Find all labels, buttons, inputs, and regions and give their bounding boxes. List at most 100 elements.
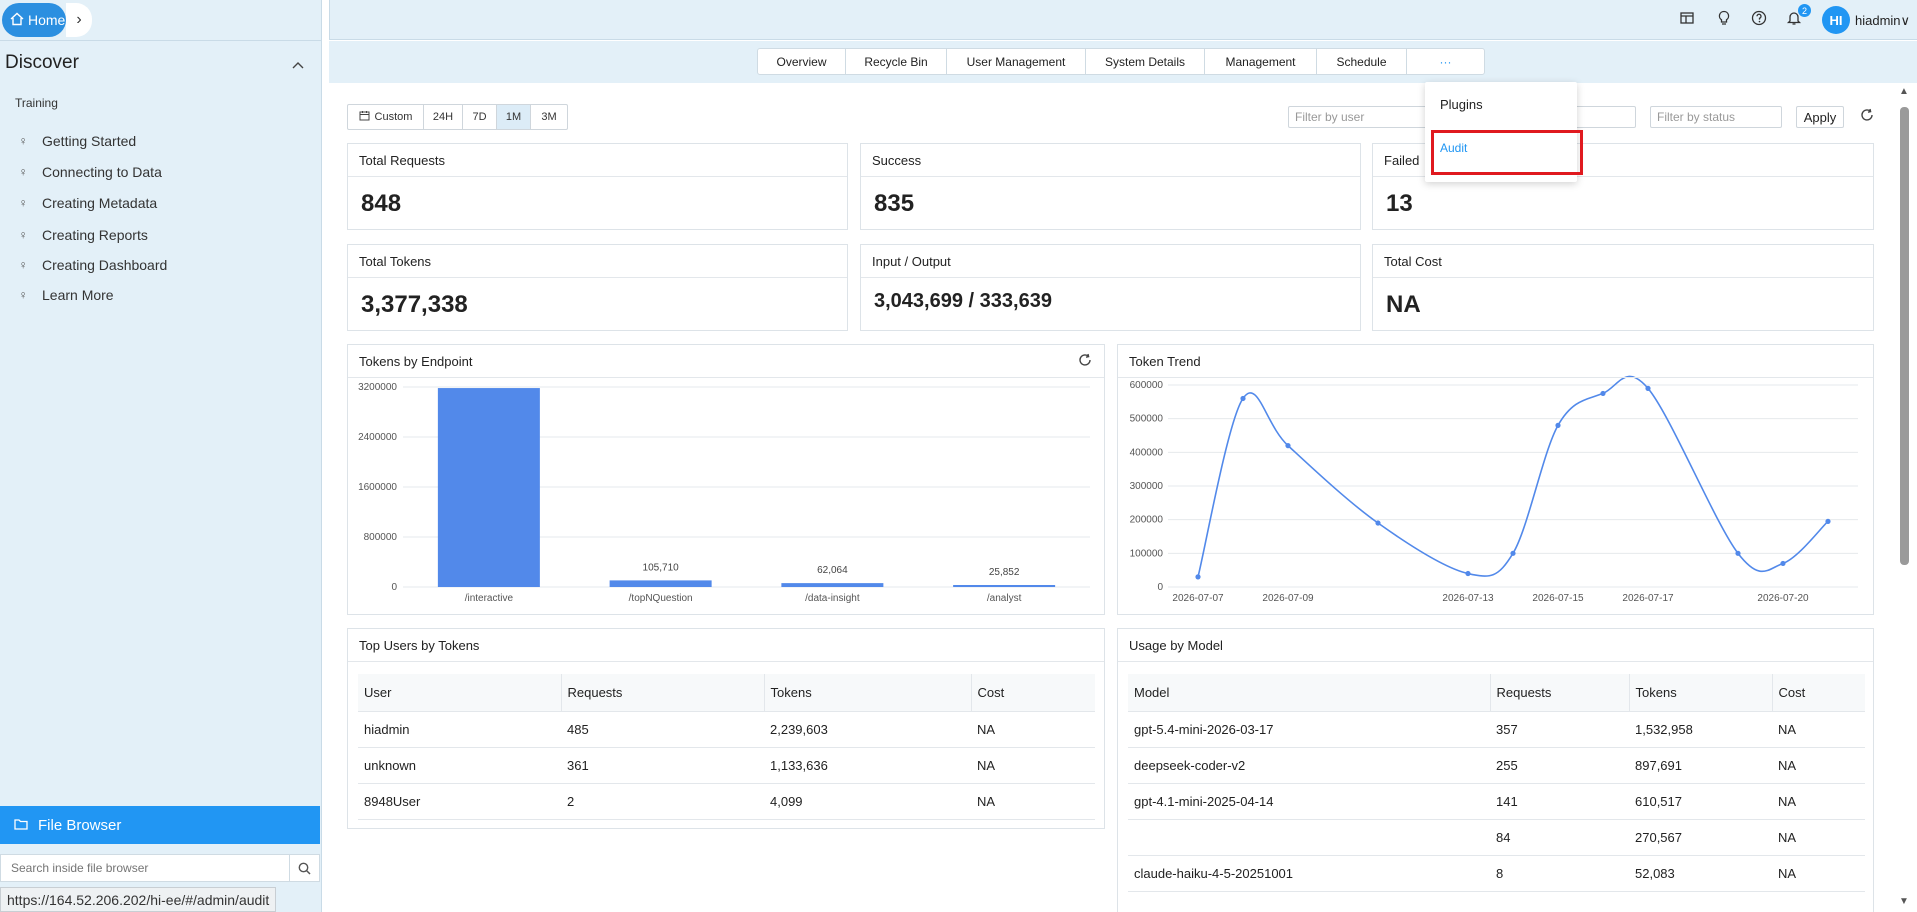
file-search-input[interactable] bbox=[1, 855, 289, 881]
x-tick-label: 2026-07-07 bbox=[1172, 593, 1224, 604]
chevron-up-icon[interactable] bbox=[292, 56, 304, 72]
nav-connecting-to-data[interactable]: ♀ Connecting to Data bbox=[18, 161, 162, 183]
y-tick-label: 400000 bbox=[1130, 447, 1164, 458]
column-header[interactable]: Tokens bbox=[764, 674, 972, 712]
token-trend-card: 600000 500000 400000 300000 200000 100000 0 202… bbox=[1117, 344, 1874, 615]
nav-label: Getting Started bbox=[42, 133, 137, 149]
range-custom[interactable]: Custom bbox=[348, 105, 424, 129]
x-tick-label: 2026-07-15 bbox=[1532, 593, 1584, 604]
range-3m[interactable]: 3M bbox=[541, 111, 557, 123]
layout-icon[interactable] bbox=[1676, 10, 1698, 31]
nav-label: Connecting to Data bbox=[42, 164, 162, 180]
lightbulb-icon: ♀ bbox=[18, 165, 28, 179]
column-header[interactable]: Requests bbox=[561, 674, 765, 712]
x-tick-label: /interactive bbox=[465, 593, 514, 604]
table-cell: 2 bbox=[561, 783, 764, 820]
tab-management[interactable]: Management bbox=[1205, 49, 1317, 74]
menu-item-audit[interactable]: Audit bbox=[1440, 141, 1468, 155]
help-icon[interactable] bbox=[1748, 10, 1770, 31]
apply-button[interactable]: Apply bbox=[1796, 106, 1844, 128]
column-header[interactable]: Cost bbox=[971, 674, 1095, 712]
x-tick-label: 2026-07-17 bbox=[1622, 593, 1674, 604]
table-cell: 1,532,958 bbox=[1629, 711, 1772, 748]
x-tick-label: 2026-07-13 bbox=[1442, 593, 1494, 604]
tab-overview[interactable]: Overview bbox=[758, 49, 846, 74]
avatar[interactable]: HI bbox=[1822, 6, 1850, 34]
data-point bbox=[1510, 550, 1516, 556]
table-row: unknown 361 1,133,636 NA bbox=[358, 747, 1095, 784]
data-point bbox=[1555, 422, 1561, 428]
table-cell: 897,691 bbox=[1629, 747, 1772, 784]
nav-getting-started[interactable]: ♀ Getting Started bbox=[18, 130, 137, 152]
column-header[interactable]: Tokens bbox=[1629, 674, 1773, 712]
column-header[interactable]: Cost bbox=[1772, 674, 1865, 712]
table-cell: gpt-5.4-mini-2026-03-17 bbox=[1128, 711, 1490, 748]
table-cell: NA bbox=[1772, 855, 1865, 892]
data-point bbox=[1825, 518, 1831, 524]
tab-system-details[interactable]: System Details bbox=[1086, 49, 1205, 74]
range-7d[interactable]: 7D bbox=[463, 105, 497, 129]
username-label: hiadmin bbox=[1855, 13, 1901, 28]
sidebar: Home › Discover Training ♀ Getting Start… bbox=[0, 0, 322, 912]
table-cell: NA bbox=[1772, 747, 1865, 784]
bar bbox=[609, 580, 712, 587]
kpi-value: 3,377,338 bbox=[361, 291, 468, 318]
kpi-success: Success 835 bbox=[860, 143, 1361, 230]
scroll-down-icon[interactable]: ▼ bbox=[1899, 896, 1909, 907]
range-1m[interactable]: 1M bbox=[497, 105, 531, 129]
nav-creating-metadata[interactable]: ♀ Creating Metadata bbox=[18, 192, 158, 214]
refresh-icon[interactable] bbox=[1860, 108, 1874, 126]
kpi-label: Total Cost bbox=[1373, 245, 1873, 278]
lightbulb-icon[interactable] bbox=[1713, 10, 1735, 31]
table-cell: gpt-4.1-mini-2025-04-14 bbox=[1128, 783, 1490, 820]
tokens-by-endpoint-card: 3200000 2400000 1600000 800000 0/interactive… bbox=[347, 344, 1105, 615]
data-point bbox=[1195, 574, 1201, 580]
y-tick-label: 200000 bbox=[1130, 515, 1164, 526]
menu-item-plugins[interactable]: Plugins bbox=[1440, 97, 1483, 112]
tab-user-management[interactable]: User Management bbox=[947, 49, 1086, 74]
scrollbar-thumb[interactable] bbox=[1900, 107, 1909, 565]
file-browser-toggle[interactable]: File Browser bbox=[0, 806, 320, 844]
range-24h[interactable]: 24H bbox=[424, 105, 463, 129]
tab-more[interactable]: ··· bbox=[1439, 54, 1452, 69]
data-label: 25,852 bbox=[989, 567, 1020, 578]
sidebar-divider bbox=[0, 40, 322, 41]
bar bbox=[437, 388, 540, 587]
bar bbox=[781, 583, 884, 587]
card-title: Tokens by Endpoint bbox=[348, 345, 1104, 378]
kpi-label: Total Requests bbox=[348, 144, 847, 177]
nav-learn-more[interactable]: ♀ Learn More bbox=[18, 284, 114, 306]
tab-recycle-bin[interactable]: Recycle Bin bbox=[846, 49, 947, 74]
file-browser-label: File Browser bbox=[38, 816, 122, 834]
table-cell: 52,083 bbox=[1629, 855, 1772, 892]
table-row: deepseek-coder-v2 255 897,691 NA bbox=[1128, 747, 1865, 784]
status-bar-url: https://164.52.206.202/hi-ee/#/admin/aud… bbox=[0, 887, 277, 912]
column-header[interactable]: Model bbox=[1128, 674, 1491, 712]
table-cell: NA bbox=[1772, 819, 1865, 856]
y-tick-label: 3200000 bbox=[358, 382, 397, 393]
x-tick-label: /analyst bbox=[987, 593, 1022, 604]
search-icon[interactable] bbox=[289, 855, 319, 881]
table-cell: 361 bbox=[561, 747, 764, 784]
data-point bbox=[1780, 560, 1786, 567]
table-cell: deepseek-coder-v2 bbox=[1128, 747, 1490, 784]
scroll-up-icon[interactable]: ▲ bbox=[1899, 86, 1909, 97]
nav-creating-dashboard[interactable]: ♀ Creating Dashboard bbox=[18, 254, 168, 276]
column-header[interactable]: User bbox=[358, 674, 562, 712]
filter-by-status-input[interactable]: Filter by status bbox=[1650, 106, 1782, 128]
home-button[interactable]: Home bbox=[2, 3, 66, 37]
top-header bbox=[329, 0, 1917, 40]
kpi-input-output: Input / Output 3,043,699 / 333,639 bbox=[860, 244, 1361, 331]
x-tick-label: 2026-07-20 bbox=[1757, 593, 1809, 604]
notification-bell-icon[interactable] bbox=[1783, 10, 1805, 31]
table-cell: NA bbox=[1772, 783, 1865, 820]
tab-schedule[interactable]: Schedule bbox=[1317, 49, 1407, 74]
lightbulb-icon: ♀ bbox=[18, 228, 28, 242]
nav-creating-reports[interactable]: ♀ Creating Reports bbox=[18, 224, 148, 246]
username-menu[interactable]: hiadmin∨ bbox=[1855, 13, 1910, 29]
lightbulb-icon: ♀ bbox=[18, 134, 28, 148]
table-cell: 610,517 bbox=[1629, 783, 1772, 820]
card-title: Token Trend bbox=[1118, 345, 1873, 378]
chevron-right-icon[interactable]: › bbox=[66, 3, 92, 37]
column-header[interactable]: Requests bbox=[1490, 674, 1630, 712]
